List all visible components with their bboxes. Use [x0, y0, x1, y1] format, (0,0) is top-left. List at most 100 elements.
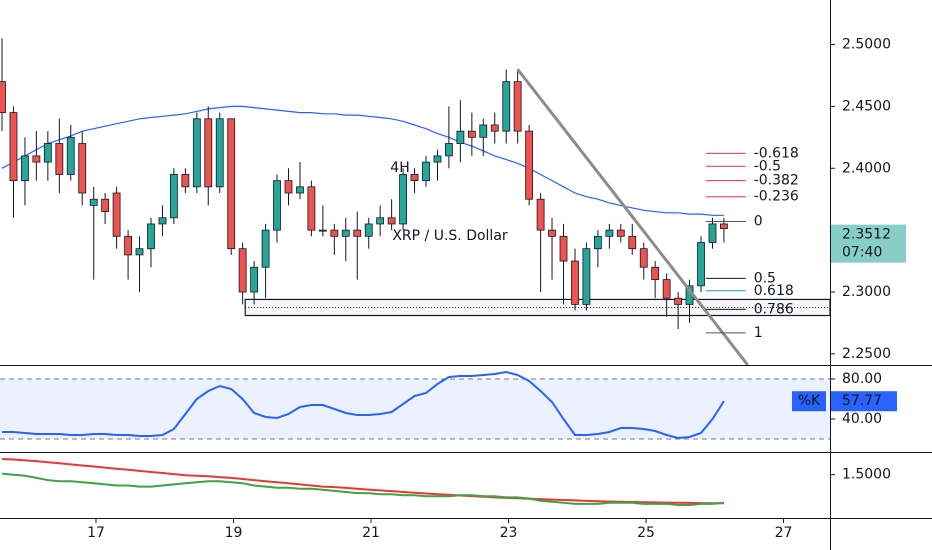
candle-body — [376, 217, 385, 225]
candle-body — [628, 235, 637, 250]
candle-body — [135, 248, 144, 256]
candle-body — [456, 130, 465, 144]
y-tick-label: 40.00 — [842, 411, 882, 427]
candle-body — [605, 229, 614, 237]
candle-body — [21, 155, 29, 182]
candle-body — [261, 229, 270, 268]
candle-body — [433, 155, 442, 163]
candle-body — [250, 266, 259, 293]
candle-body — [548, 229, 556, 237]
candle-body — [616, 229, 625, 237]
y-tick-label: 2.5000 — [842, 37, 891, 53]
fib-label: 0.618 — [754, 283, 794, 299]
price-pane: 4H XRP / U.S. Dollar -0.618-0.5-0.382-0.23… — [0, 38, 830, 365]
candle-body — [101, 198, 110, 212]
x-tick-label: 23 — [500, 525, 518, 541]
candle-body — [318, 229, 327, 232]
x-tick-label: 21 — [362, 525, 380, 541]
candle-body — [502, 81, 511, 132]
candle-body — [662, 279, 671, 299]
y-tick-label: 2.2500 — [842, 346, 891, 362]
band-fill — [0, 379, 830, 439]
candle-body — [525, 130, 534, 200]
candle-body — [571, 260, 579, 305]
y-tick-label: 80.00 — [842, 371, 882, 387]
candle-body — [341, 229, 350, 237]
candle-body — [192, 118, 201, 188]
x-tick-label: 27 — [775, 525, 793, 541]
candle-body — [639, 248, 648, 268]
candle-body — [158, 217, 167, 225]
candle-body — [330, 229, 339, 237]
candle-body — [89, 198, 98, 206]
candle-body — [284, 180, 293, 194]
candle-body — [582, 248, 591, 305]
candle-body — [422, 161, 430, 182]
candle-body — [78, 143, 87, 194]
y-tick-label: 2.4000 — [842, 160, 891, 176]
price-tag-countdown: 07:40 — [842, 245, 882, 261]
fib-label: 0 — [754, 213, 763, 229]
fib-label: -0.382 — [754, 173, 799, 189]
candle-body — [124, 235, 132, 256]
fib-label: 1 — [754, 325, 763, 341]
y-tick-label: 1.5000 — [842, 467, 891, 483]
x-tick-label: 25 — [637, 525, 655, 541]
candle-body — [307, 186, 316, 231]
candle-body — [353, 229, 362, 237]
candle-body — [536, 198, 545, 231]
x-tick-label: 19 — [225, 525, 243, 541]
lower-pane — [1, 458, 724, 506]
candle-body — [32, 155, 41, 163]
moving-average — [1, 105, 724, 216]
candle-body — [674, 297, 683, 305]
candle-body — [467, 130, 476, 138]
candle-body — [490, 124, 499, 132]
candle-body — [181, 174, 190, 188]
candle-body — [9, 112, 18, 182]
candle-body — [720, 223, 728, 230]
candle-body — [697, 242, 705, 287]
series-name-tag — [792, 391, 826, 412]
oscillator-pane — [0, 370, 830, 440]
candle-body — [204, 118, 213, 188]
price-tag — [831, 224, 906, 263]
series-line — [1, 458, 724, 505]
candle-body — [559, 235, 568, 262]
series-line — [1, 472, 724, 506]
trendline — [516, 68, 749, 365]
series-line — [2, 370, 725, 440]
candle-body — [399, 174, 408, 225]
candle-body — [43, 143, 52, 163]
candle-body — [364, 223, 373, 237]
fib-label: -0.5 — [754, 158, 781, 174]
watermark-symbol: XRP / U.S. Dollar — [392, 228, 508, 244]
candle-body — [169, 174, 178, 219]
candle-body — [444, 143, 453, 157]
fib-label: 0.786 — [754, 301, 794, 317]
candle-body — [651, 266, 660, 281]
fib-label: -0.618 — [754, 145, 799, 161]
candle-body — [479, 124, 488, 138]
y-tick-label: 2.3000 — [842, 284, 891, 300]
candle-body — [273, 180, 281, 231]
candle-body — [238, 248, 247, 293]
fib-label: 0.5 — [754, 270, 776, 286]
candle-body — [593, 235, 602, 250]
series-name: %K — [798, 393, 821, 409]
value-tag-label: 57.77 — [842, 393, 882, 409]
candle-body — [215, 118, 224, 188]
value-tag — [831, 391, 897, 412]
candle-body — [147, 223, 155, 250]
candle-body — [513, 81, 522, 132]
y-tick-label: 2.4500 — [842, 98, 891, 114]
candle-body — [410, 174, 419, 182]
x-tick-label: 17 — [87, 525, 105, 541]
candle-body — [227, 118, 236, 250]
candle-body — [0, 81, 6, 113]
fib-label: -0.236 — [754, 189, 799, 205]
price-tag-value: 2.3512 — [842, 227, 891, 243]
